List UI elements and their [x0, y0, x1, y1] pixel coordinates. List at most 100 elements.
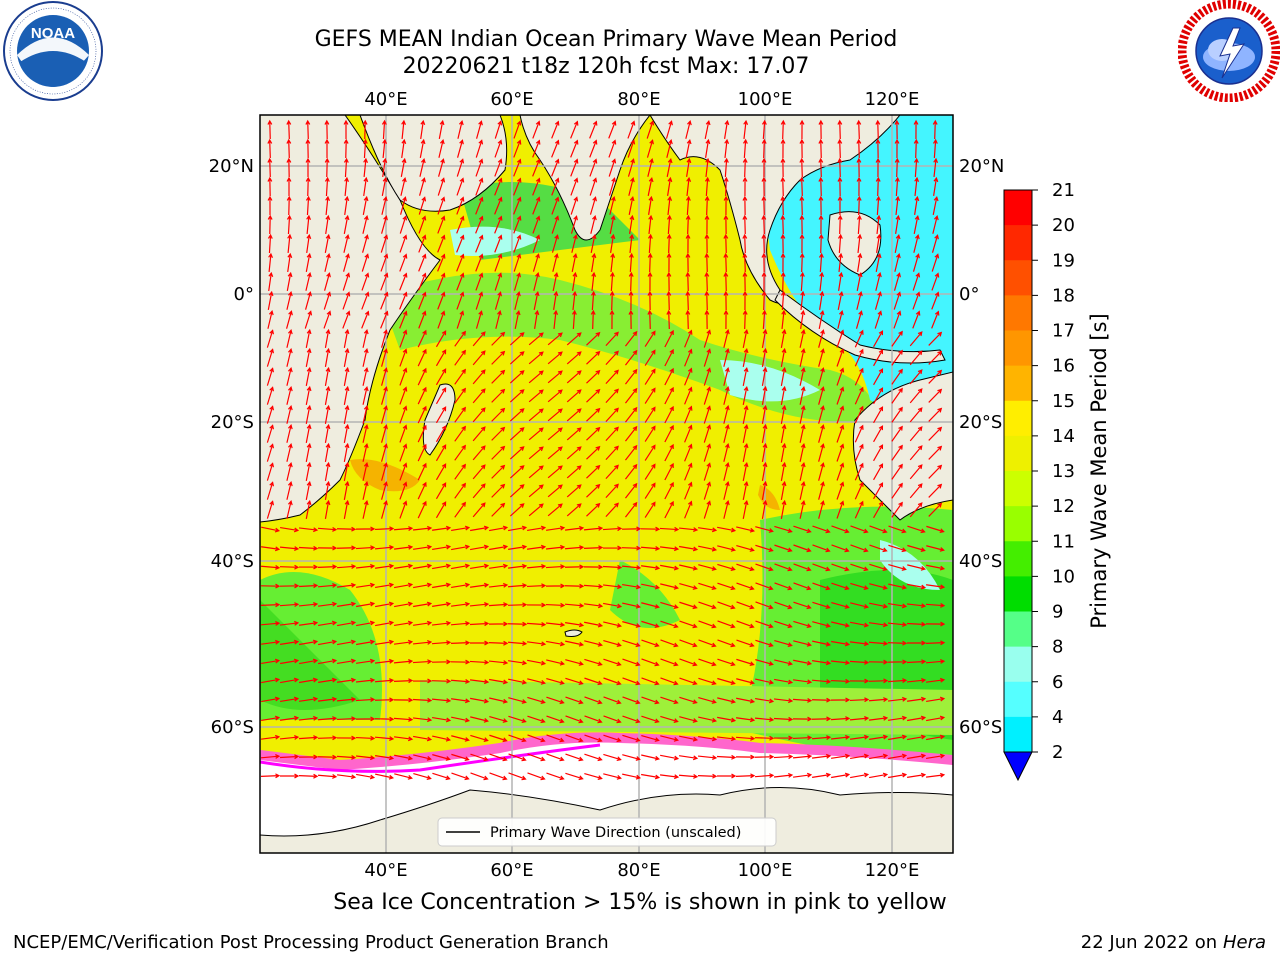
wave-direction-arrow [703, 481, 712, 500]
wave-direction-arrow [570, 158, 579, 177]
wave-direction-arrow [299, 696, 319, 702]
wave-period-zone [260, 600, 360, 710]
wave-direction-arrow [928, 369, 943, 384]
wave-direction-arrow [685, 195, 691, 216]
wave-direction-arrow [374, 716, 395, 722]
wave-direction-arrow [528, 389, 544, 403]
wave-direction-arrow [266, 462, 275, 481]
wave-direction-arrow [624, 482, 638, 499]
wave-direction-arrow [261, 546, 281, 552]
wave-direction-arrow [602, 584, 623, 590]
wave-direction-arrow [528, 465, 544, 479]
wave-direction-arrow [260, 583, 281, 589]
wave-direction-arrow [286, 348, 293, 367]
wave-direction-arrow [547, 427, 563, 441]
wave-direction-arrow [413, 544, 433, 550]
wave-direction-arrow [780, 271, 786, 292]
lat-tick-left: 60°S [211, 717, 254, 738]
wave-direction-arrow [603, 715, 622, 724]
wave-direction-arrow [873, 425, 884, 443]
wave-direction-arrow [698, 545, 718, 552]
colorbar-tick-label: 13 [1052, 461, 1075, 482]
wave-direction-arrow [609, 196, 616, 215]
wave-direction-arrow [418, 215, 427, 234]
wave-direction-arrow [551, 215, 560, 234]
wave-direction-arrow [380, 424, 388, 443]
wave-direction-arrow [399, 348, 408, 367]
wave-direction-arrow [608, 158, 617, 177]
wave-direction-arrow [412, 639, 433, 645]
wave-direction-arrow [888, 753, 908, 760]
wave-direction-arrow [723, 386, 730, 405]
wave-direction-arrow [873, 444, 884, 462]
colorbar-tick-label: 10 [1052, 566, 1075, 587]
wave-direction-arrow [586, 483, 601, 498]
wave-direction-arrow [647, 271, 653, 292]
wave-direction-arrow [761, 138, 767, 159]
wave-direction-arrow [494, 272, 503, 291]
wave-direction-arrow [362, 461, 369, 481]
wave-direction-arrow [509, 370, 525, 384]
wave-direction-arrow [907, 583, 927, 590]
wave-direction-arrow [305, 499, 312, 519]
wave-direction-arrow [362, 499, 369, 519]
wave-direction-arrow [526, 621, 547, 627]
wave-direction-arrow [888, 715, 908, 721]
wave-direction-arrow [472, 350, 486, 366]
wave-direction-arrow [491, 502, 506, 517]
wave-direction-arrow [849, 715, 870, 721]
wave-direction-arrow [799, 233, 805, 254]
wave-direction-arrow [420, 119, 426, 139]
wave-direction-arrow [565, 659, 584, 666]
lat-tick-left: 20°N [209, 156, 254, 177]
wave-direction-arrow [375, 620, 395, 627]
wave-direction-arrow [660, 658, 679, 667]
wave-direction-arrow [925, 677, 946, 683]
wave-direction-arrow [854, 424, 864, 443]
wave-direction-arrow [591, 271, 597, 292]
wave-direction-arrow [698, 582, 717, 591]
wave-direction-arrow [412, 697, 433, 703]
wave-direction-arrow [431, 678, 452, 684]
wave-direction-arrow [514, 291, 521, 310]
wave-direction-arrow [723, 157, 729, 178]
wave-direction-arrow [717, 620, 736, 629]
wave-direction-arrow [469, 601, 490, 607]
colorbar-segment [1004, 506, 1032, 542]
wave-direction-arrow [761, 499, 768, 519]
wave-direction-arrow [854, 500, 864, 519]
wave-direction-arrow [605, 369, 619, 385]
wave-direction-arrow [716, 754, 737, 760]
wave-direction-arrow [831, 772, 851, 779]
wave-direction-arrow [417, 329, 427, 348]
wave-direction-arrow [435, 368, 447, 386]
wave-direction-arrow [906, 659, 927, 665]
wave-direction-arrow [317, 583, 338, 588]
wave-direction-arrow [761, 157, 767, 178]
wave-direction-arrow [622, 773, 642, 780]
wave-direction-arrow [660, 639, 679, 648]
wave-direction-arrow [286, 500, 293, 519]
wave-direction-arrow [488, 582, 509, 588]
wave-direction-arrow [666, 290, 672, 311]
lon-tick-bottom: 60°E [490, 860, 533, 881]
wave-direction-arrow [857, 233, 863, 254]
wave-direction-arrow [648, 195, 654, 215]
lon-tick-bottom: 80°E [617, 860, 660, 881]
wave-direction-arrow [644, 349, 656, 366]
wave-direction-arrow [305, 252, 312, 272]
wave-direction-arrow [912, 291, 921, 310]
wave-direction-arrow [684, 424, 693, 443]
wave-direction-arrow [323, 291, 332, 310]
wave-direction-arrow [660, 696, 679, 705]
wave-direction-arrow [837, 290, 844, 310]
wave-direction-arrow [418, 272, 427, 291]
wave-direction-arrow [603, 753, 622, 761]
wave-direction-arrow [647, 233, 653, 254]
wave-direction-arrow [926, 734, 946, 741]
wave-direction-arrow [450, 640, 471, 646]
wave-direction-arrow [799, 271, 805, 292]
wave-direction-arrow [933, 176, 939, 196]
wave-direction-arrow [266, 481, 275, 500]
wave-direction-arrow [343, 442, 350, 462]
